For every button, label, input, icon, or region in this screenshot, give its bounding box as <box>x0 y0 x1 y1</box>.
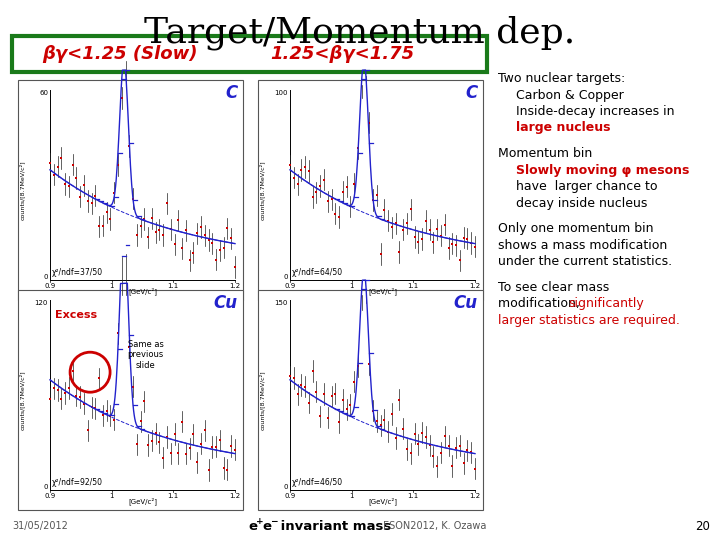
Text: ESON2012, K. Ozawa: ESON2012, K. Ozawa <box>383 521 487 531</box>
Text: 0.9: 0.9 <box>45 283 55 289</box>
Text: counts/[8.7MeV/c²]: counts/[8.7MeV/c²] <box>19 370 25 430</box>
Bar <box>258 290 483 510</box>
Text: modification,: modification, <box>498 297 588 310</box>
Text: 1.2: 1.2 <box>230 283 240 289</box>
Text: e: e <box>248 519 257 532</box>
Text: 1.2: 1.2 <box>469 493 480 499</box>
Text: 1.1: 1.1 <box>168 493 179 499</box>
Text: 1.2: 1.2 <box>230 493 240 499</box>
Text: [GeV/c²]: [GeV/c²] <box>368 287 397 295</box>
Text: Target/Momentum dep.: Target/Momentum dep. <box>145 15 575 50</box>
Text: χ²/ndf=46/50: χ²/ndf=46/50 <box>292 478 343 487</box>
Text: C: C <box>226 84 238 102</box>
Text: 60: 60 <box>39 90 48 96</box>
Text: 1: 1 <box>109 493 114 499</box>
Text: Slowly moving φ mesons: Slowly moving φ mesons <box>516 164 689 177</box>
Text: To see clear mass: To see clear mass <box>498 281 609 294</box>
Text: 0.9: 0.9 <box>284 493 296 499</box>
Text: 0: 0 <box>284 484 288 490</box>
Text: χ²/ndf=37/50: χ²/ndf=37/50 <box>52 268 103 277</box>
Text: 0.9: 0.9 <box>284 283 296 289</box>
Bar <box>18 290 243 510</box>
Bar <box>258 80 483 300</box>
Text: have  larger chance to: have larger chance to <box>516 180 657 193</box>
Bar <box>18 80 243 300</box>
Text: 1.1: 1.1 <box>168 283 179 289</box>
Text: larger statistics are required.: larger statistics are required. <box>498 314 680 327</box>
Text: 1: 1 <box>349 493 354 499</box>
Text: Cu: Cu <box>454 294 478 312</box>
Text: under the current statistics.: under the current statistics. <box>498 255 672 268</box>
Text: 100: 100 <box>274 90 288 96</box>
Text: Cu: Cu <box>214 294 238 312</box>
Text: 150: 150 <box>274 300 288 306</box>
Text: counts/[8.7MeV/c²]: counts/[8.7MeV/c²] <box>259 370 265 430</box>
Text: large nucleus: large nucleus <box>516 122 611 134</box>
Text: −: − <box>270 517 277 526</box>
Text: 0.9: 0.9 <box>45 493 55 499</box>
Text: χ²/ndf=92/50: χ²/ndf=92/50 <box>52 478 103 487</box>
Text: 120: 120 <box>35 300 48 306</box>
Text: 1.25<βγ<1.75: 1.25<βγ<1.75 <box>270 45 414 63</box>
Text: 1.1: 1.1 <box>408 493 419 499</box>
Text: 0: 0 <box>284 274 288 280</box>
Text: Excess: Excess <box>55 310 97 320</box>
Bar <box>12 36 487 72</box>
Text: Only one momentum bin: Only one momentum bin <box>498 222 654 235</box>
Text: [GeV/c²]: [GeV/c²] <box>128 287 157 295</box>
Text: 1: 1 <box>109 283 114 289</box>
Text: decay inside nucleus: decay inside nucleus <box>516 197 647 210</box>
Text: [GeV/c²]: [GeV/c²] <box>368 497 397 505</box>
Text: Momentum bin: Momentum bin <box>498 147 593 160</box>
Text: C: C <box>466 84 478 102</box>
Text: 31/05/2012: 31/05/2012 <box>12 521 68 531</box>
Text: Two nuclear targets:: Two nuclear targets: <box>498 72 625 85</box>
Text: 1: 1 <box>349 283 354 289</box>
Text: χ²/ndf=64/50: χ²/ndf=64/50 <box>292 268 343 277</box>
Text: βγ<1.25 (Slow): βγ<1.25 (Slow) <box>42 45 198 63</box>
Text: 0: 0 <box>43 274 48 280</box>
Text: invariant mass: invariant mass <box>276 519 391 532</box>
Text: 1.2: 1.2 <box>469 283 480 289</box>
Text: Carbon & Copper: Carbon & Copper <box>516 89 624 102</box>
Text: 0: 0 <box>43 484 48 490</box>
Text: counts/[8.7MeV/c²]: counts/[8.7MeV/c²] <box>19 160 25 220</box>
Text: counts/[8.7MeV/c²]: counts/[8.7MeV/c²] <box>259 160 265 220</box>
Text: [GeV/c²]: [GeV/c²] <box>128 497 157 505</box>
Text: 20: 20 <box>695 519 710 532</box>
Text: Same as
previous
slide: Same as previous slide <box>127 340 163 370</box>
Text: significantly: significantly <box>568 297 644 310</box>
Text: +: + <box>256 517 264 526</box>
Text: e: e <box>262 519 271 532</box>
Text: 1.1: 1.1 <box>408 283 419 289</box>
Text: shows a mass modification: shows a mass modification <box>498 239 667 252</box>
Text: Inside-decay increases in: Inside-decay increases in <box>516 105 675 118</box>
